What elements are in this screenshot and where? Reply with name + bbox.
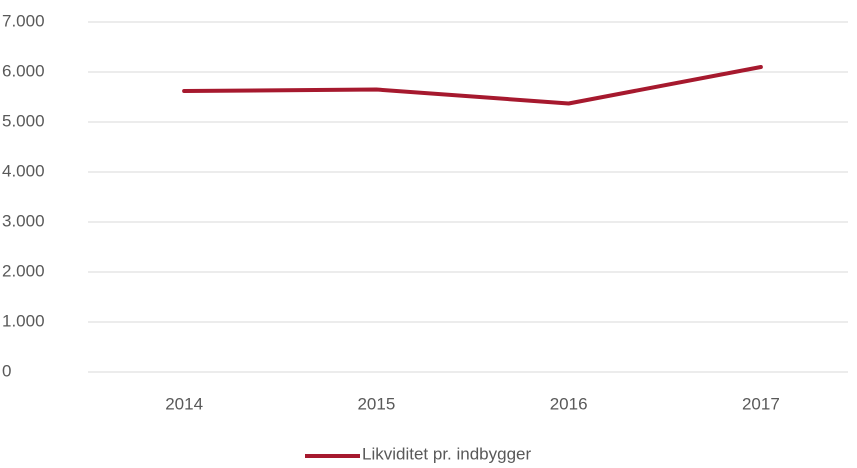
y-tick-label: 6.000 bbox=[2, 61, 45, 80]
x-tick-label: 2017 bbox=[742, 394, 780, 413]
y-tick-label: 7.000 bbox=[2, 11, 45, 30]
data-line bbox=[182, 65, 763, 106]
y-tick-label: 3.000 bbox=[2, 211, 45, 230]
x-tick-label: 2015 bbox=[357, 394, 395, 413]
y-tick-label: 5.000 bbox=[2, 111, 45, 130]
x-tick-label: 2016 bbox=[550, 394, 588, 413]
legend-label: Likviditet pr. indbygger bbox=[362, 444, 531, 463]
y-tick-label: 4.000 bbox=[2, 161, 45, 180]
y-tick-label: 2.000 bbox=[2, 261, 45, 280]
y-tick-label: 0 bbox=[2, 361, 11, 380]
y-tick-label: 1.000 bbox=[2, 311, 45, 330]
x-tick-label: 2014 bbox=[165, 394, 203, 413]
